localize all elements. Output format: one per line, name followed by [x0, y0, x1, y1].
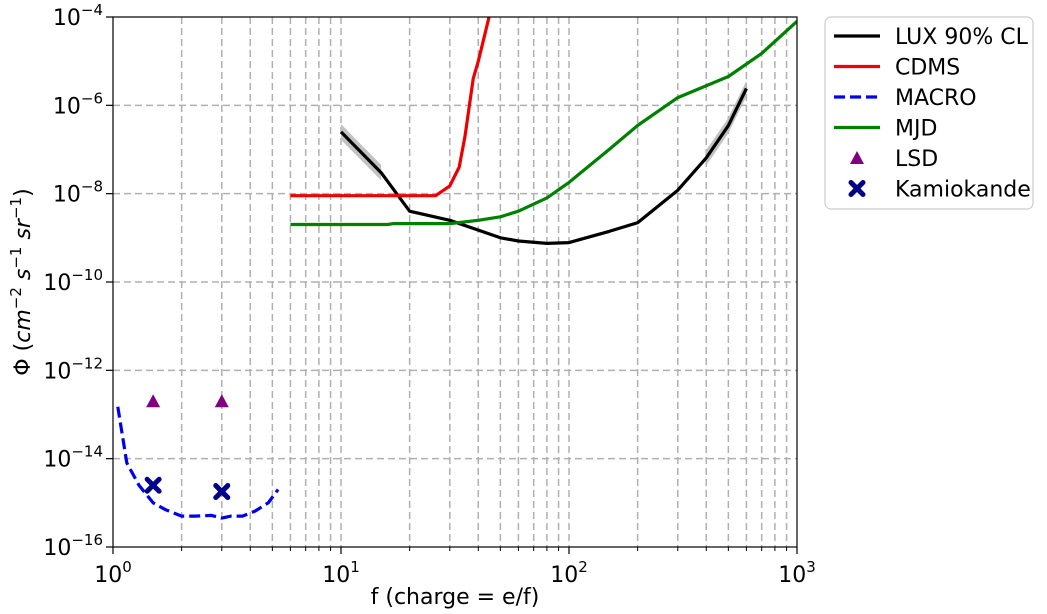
- series-line-cdms: [290, 17, 491, 198]
- legend-swatch-kamiokande: [848, 180, 866, 197]
- x-tick-label: 102: [550, 558, 588, 588]
- y-axis-label-phi: Φ (: [11, 343, 36, 376]
- legend-label-lsd: LSD: [895, 147, 938, 172]
- lsd-point: [214, 394, 229, 408]
- x-tick-label: 101: [322, 558, 360, 588]
- series-line-mjd: [290, 20, 797, 227]
- ticks: 100 101 102 103 10−4 10−6 10−8 10−10 10−12 10−14 1…: [43, 1, 815, 588]
- y-tick-label: 10−14: [43, 443, 103, 473]
- y-tick-label: 10−6: [53, 89, 103, 119]
- x-axis-label: f (charge = e/f): [371, 585, 540, 610]
- legend-label-lux-90-cl: LUX 90% CL: [895, 25, 1029, 50]
- grid: [113, 17, 797, 547]
- series-line-lux-90-cl: [339, 87, 748, 245]
- y-tick-label: 10−12: [43, 354, 103, 384]
- legend-label-kamiokande: Kamiokande: [895, 178, 1031, 203]
- legend-label-cdms: CDMS: [895, 56, 960, 81]
- y-axis-label: Φ (cm−2 s−1 sr−1): [7, 188, 36, 375]
- kamiokande-point: [144, 476, 162, 494]
- series-line-macro: [116, 406, 280, 520]
- x-tick-label: 103: [778, 558, 816, 588]
- y-tick-label: 10−10: [43, 266, 103, 296]
- series-layer: [116, 17, 797, 520]
- legend-label-macro: MACRO: [895, 86, 977, 111]
- lux-band-high-f: [706, 80, 747, 166]
- legend-label-mjd: MJD: [895, 117, 937, 142]
- y-tick-label: 10−8: [53, 178, 103, 208]
- x-tick-label: 100: [94, 558, 132, 588]
- y-tick-label: 10−16: [43, 531, 103, 561]
- kamiokande-point: [213, 483, 231, 501]
- legend: LUX 90% CL CDMS MACRO MJD LSD Kamiokande: [824, 16, 1034, 210]
- y-tick-label: 10−4: [53, 1, 103, 31]
- lsd-point: [146, 394, 161, 408]
- legend-swatch-lsd: [850, 151, 864, 164]
